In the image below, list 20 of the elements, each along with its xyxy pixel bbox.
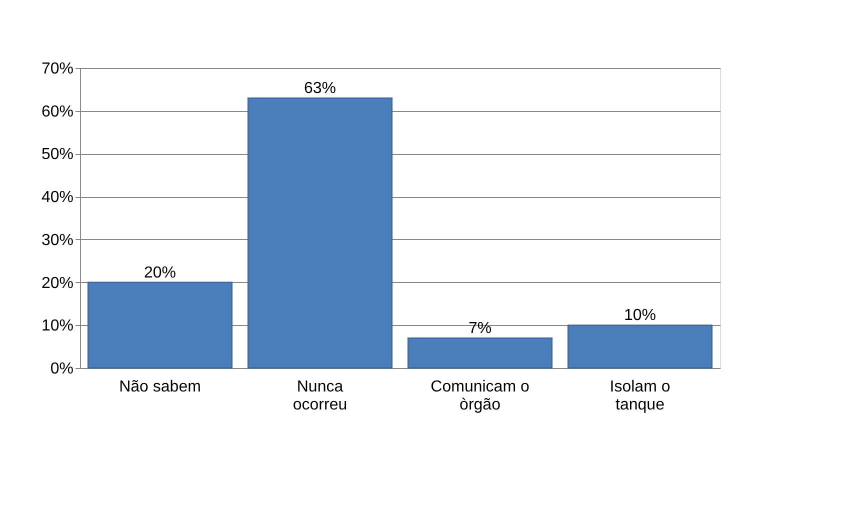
y-tick-label: 70% [41,60,74,78]
y-tick-label: 60% [41,103,74,120]
data-label: 7% [468,320,492,337]
bar [568,324,712,368]
x-tick-label: Comunicam o òrgão [430,378,530,414]
y-tick-label: 20% [41,274,74,292]
x-tick-label: Nunca ocorreu [292,378,348,414]
y-tick-label: 0% [50,360,74,378]
y-tick-label: 40% [41,189,74,206]
bar [408,338,552,368]
data-label: 10% [624,307,656,324]
x-tick-label: Não sabem [119,378,201,396]
data-label: 20% [144,264,176,282]
x-tick-label: Isolam o tanque [610,378,670,414]
y-tick-label: 30% [41,232,74,249]
y-tick-label: 10% [41,318,74,335]
data-label: 63% [304,80,336,97]
y-tick-label: 50% [41,146,74,164]
bar [248,98,392,368]
bar [88,282,232,368]
